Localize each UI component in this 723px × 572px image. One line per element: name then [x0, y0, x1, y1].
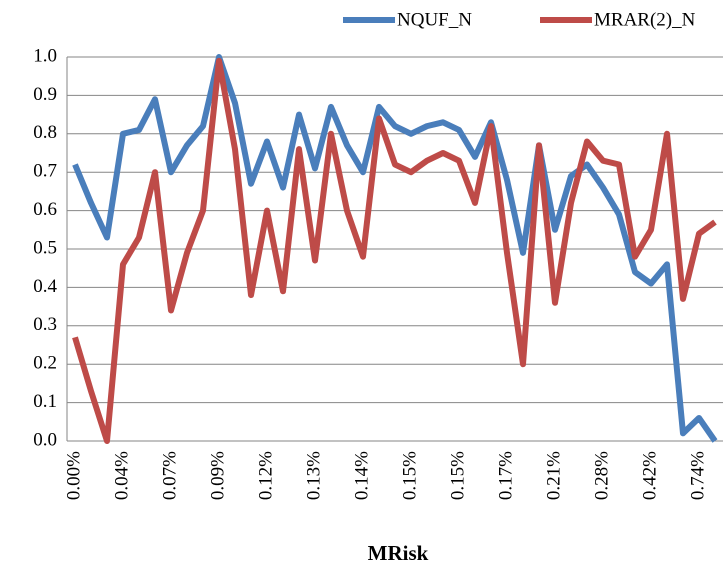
x-tick-label: 0.04%: [111, 451, 132, 500]
y-tick-label: 0.8: [33, 122, 57, 143]
x-tick-label: 0.74%: [687, 451, 708, 500]
y-tick-label: 0.2: [33, 353, 57, 374]
legend-label: NQUF_N: [397, 9, 472, 30]
x-tick-label: 0.42%: [639, 451, 660, 500]
x-tick-label: 0.15%: [447, 451, 468, 500]
x-axis-label: MRisk: [368, 541, 429, 565]
x-tick-label: 0.14%: [351, 451, 372, 500]
x-tick-label: 0.00%: [63, 451, 84, 500]
x-tick-label: 0.09%: [207, 451, 228, 500]
y-tick-label: 0.3: [33, 314, 57, 335]
y-tick-label: 0.7: [33, 161, 57, 182]
x-tick-label: 0.13%: [303, 451, 324, 500]
x-tick-label: 0.28%: [591, 451, 612, 500]
y-tick-label: 0.9: [33, 84, 57, 105]
y-tick-label: 0.4: [33, 276, 57, 297]
x-tick-label: 0.07%: [159, 451, 180, 500]
x-tick-label: 0.12%: [255, 451, 276, 500]
legend-label: MRAR(2)_N: [594, 9, 696, 30]
x-tick-label: 0.21%: [543, 451, 564, 500]
x-tick-label: 0.15%: [399, 451, 420, 500]
y-tick-label: 0.0: [33, 429, 57, 450]
y-tick-label: 0.6: [33, 199, 57, 220]
series-line: [72, 57, 717, 444]
x-tick-label: 0.17%: [495, 451, 516, 500]
series-line: [72, 54, 718, 443]
y-tick-label: 0.1: [33, 391, 57, 412]
y-tick-label: 1.0: [33, 45, 57, 66]
y-tick-label: 0.5: [33, 237, 57, 258]
